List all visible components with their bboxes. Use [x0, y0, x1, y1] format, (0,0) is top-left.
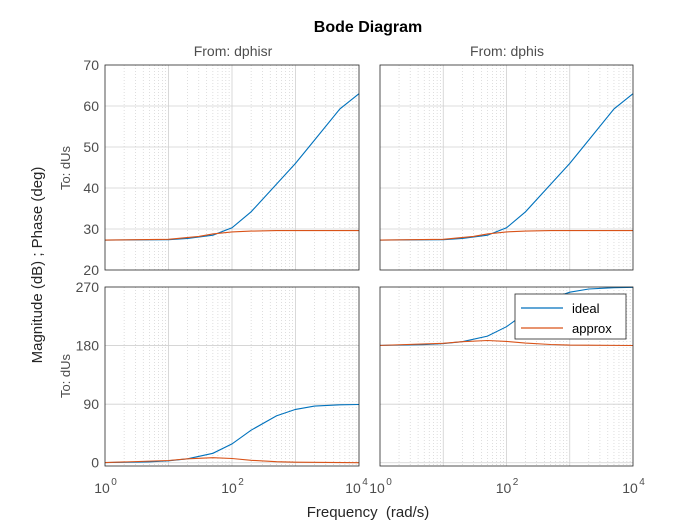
x-tick-base: 10 [622, 480, 638, 496]
panel-r1-c2 [379, 64, 634, 271]
panel-frame [104, 286, 360, 467]
y-tick-label: 90 [83, 396, 99, 412]
x-tick-base: 10 [369, 480, 385, 496]
legend-label-approx: approx [572, 321, 612, 336]
panel-r1-c1 [104, 64, 360, 271]
x-tick-exponent: 0 [111, 477, 117, 488]
panel-r2-c1 [104, 286, 360, 467]
panel-frame [379, 286, 634, 467]
series-line-ideal [379, 93, 634, 241]
y-tick-label: 50 [83, 139, 99, 155]
y-tick-label: 270 [76, 279, 100, 295]
y-tick-label: 30 [83, 221, 99, 237]
x-tick-exponent: 2 [513, 477, 519, 488]
y-axis-label: Magnitude (dB) ; Phase (deg) [29, 167, 46, 364]
series-line-ideal [104, 93, 360, 241]
row-label-phase: To: dUs [58, 353, 73, 398]
y-tick-label: 20 [83, 262, 99, 278]
y-tick-label: 40 [83, 180, 99, 196]
x-tick-base: 10 [94, 480, 110, 496]
x-tick-exponent: 0 [386, 477, 392, 488]
y-tick-label: 180 [76, 338, 100, 354]
y-tick-label: 60 [83, 98, 99, 114]
row-label-magnitude: To: dUs [58, 145, 73, 190]
column-label-1: From: dphisr [194, 43, 273, 59]
y-tick-label: 0 [91, 455, 99, 471]
x-tick-exponent: 4 [639, 477, 645, 488]
x-tick-label: 10 0 [369, 477, 392, 496]
panel-frame [379, 64, 634, 271]
x-axis-label: Frequency (rad/s) [307, 504, 430, 521]
x-tick-label: 10 4 [622, 477, 645, 496]
x-tick-label: 10 4 [345, 477, 368, 496]
series-line-approx [379, 230, 633, 241]
panel-frame [104, 64, 360, 271]
series-line-approx [104, 230, 359, 241]
series-line-approx [379, 339, 634, 347]
x-tick-label: 10 2 [496, 477, 519, 496]
legend-box [514, 293, 627, 340]
y-tick-label: 70 [83, 57, 99, 73]
panels-layer [104, 64, 634, 467]
legend-label-ideal: ideal [572, 301, 600, 316]
x-tick-base: 10 [496, 480, 512, 496]
chart-title: Bode Diagram [314, 19, 422, 36]
x-tick-base: 10 [345, 480, 361, 496]
column-label-2: From: dphis [470, 43, 544, 59]
x-tick-label: 10 0 [94, 477, 117, 496]
legend: ideal approx [514, 293, 627, 340]
x-tick-label: 10 2 [221, 477, 244, 496]
x-tick-exponent: 2 [238, 477, 244, 488]
x-tick-exponent: 4 [362, 477, 368, 488]
series-line-approx [104, 457, 360, 464]
x-tick-base: 10 [221, 480, 237, 496]
